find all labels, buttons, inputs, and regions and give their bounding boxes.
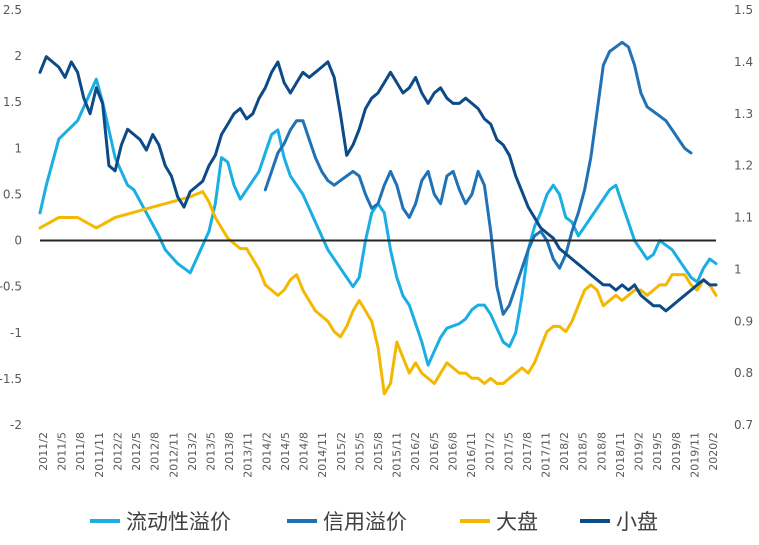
x-tick-label: 2012/11: [167, 432, 180, 478]
x-tick-label: 2012/5: [130, 432, 143, 471]
y-left-tick-label: 0.5: [3, 187, 22, 201]
x-tick-label: 2019/2: [633, 432, 646, 471]
x-axis: 2011/2 2011/5 2011/8 2011/11 2012/2 2012/5 201…: [37, 432, 720, 478]
x-tick-label: 2013/11: [242, 432, 255, 478]
y-axis-left: -2 -1.5 -1 -0.5 0 0.5 1 1.5 2 2.5: [0, 3, 22, 432]
x-tick-label: 2015/5: [353, 432, 366, 471]
legend: 流动性溢价 信用溢价 大盘 小盘: [90, 510, 658, 534]
x-tick-label: 2015/2: [335, 432, 348, 471]
series-lines: [38, 40, 718, 396]
x-tick-label: 2018/8: [595, 432, 608, 471]
series-line-0: [38, 77, 718, 367]
x-tick-label: 2016/2: [409, 432, 422, 471]
y-left-tick-label: -1: [10, 326, 22, 340]
series-line-1: [263, 40, 693, 316]
y-right-tick-label: 1.3: [734, 107, 753, 121]
x-tick-label: 2016/8: [446, 432, 459, 471]
x-tick-label: 2013/5: [205, 432, 218, 471]
x-tick-label: 2013/2: [186, 432, 199, 471]
x-tick-label: 2014/8: [298, 432, 311, 471]
y-right-tick-label: 1: [734, 262, 742, 276]
y-left-tick-label: 1.5: [3, 95, 22, 109]
x-tick-label: 2014/11: [316, 432, 329, 478]
x-tick-label: 2017/8: [521, 432, 534, 471]
x-tick-label: 2017/2: [484, 432, 497, 471]
y-left-tick-label: -0.5: [0, 280, 22, 294]
legend-label: 大盘: [496, 510, 538, 534]
x-tick-label: 2012/2: [111, 432, 124, 471]
x-tick-label: 2011/8: [74, 432, 87, 471]
x-tick-label: 2017/5: [502, 432, 515, 471]
x-tick-label: 2019/5: [651, 432, 664, 471]
x-tick-label: 2012/8: [149, 432, 162, 471]
y-right-tick-label: 1.4: [734, 55, 753, 69]
y-left-tick-label: 2: [14, 49, 22, 63]
y-right-tick-label: 1.2: [734, 159, 753, 173]
y-left-tick-label: 2.5: [3, 3, 22, 17]
series-line-3: [38, 55, 718, 313]
y-left-tick-label: 0: [14, 234, 22, 248]
legend-label: 流动性溢价: [126, 510, 231, 534]
x-tick-label: 2016/11: [465, 432, 478, 478]
legend-label: 信用溢价: [323, 510, 407, 534]
x-tick-label: 2014/5: [279, 432, 292, 471]
y-left-tick-label: 1: [14, 141, 22, 155]
y-right-tick-label: 0.8: [734, 366, 753, 380]
y-right-tick-label: 1.5: [734, 3, 753, 17]
y-left-tick-label: -1.5: [0, 372, 22, 386]
x-tick-label: 2020/2: [707, 432, 720, 471]
y-axis-right: 0.7 0.8 0.9 1 1.1 1.2 1.3 1.4 1.5: [734, 3, 753, 432]
y-right-tick-label: 0.9: [734, 314, 753, 328]
y-right-tick-label: 1.1: [734, 211, 753, 225]
x-tick-label: 2016/5: [428, 432, 441, 471]
x-tick-label: 2018/11: [614, 432, 627, 478]
x-tick-label: 2014/2: [260, 432, 273, 471]
y-left-tick-label: -2: [10, 418, 22, 432]
x-tick-label: 2011/5: [56, 432, 69, 471]
x-tick-label: 2017/11: [540, 432, 553, 478]
y-right-tick-label: 0.7: [734, 418, 753, 432]
x-tick-label: 2019/11: [688, 432, 701, 478]
legend-label: 小盘: [616, 510, 658, 534]
x-tick-label: 2018/2: [558, 432, 571, 471]
x-tick-label: 2015/8: [372, 432, 385, 471]
x-tick-label: 2011/11: [93, 432, 106, 478]
x-tick-label: 2018/5: [577, 432, 590, 471]
series-line-2: [38, 190, 718, 396]
x-tick-label: 2011/2: [37, 432, 50, 471]
x-tick-label: 2019/8: [670, 432, 683, 471]
x-tick-label: 2013/8: [223, 432, 236, 471]
x-tick-label: 2015/11: [391, 432, 404, 478]
